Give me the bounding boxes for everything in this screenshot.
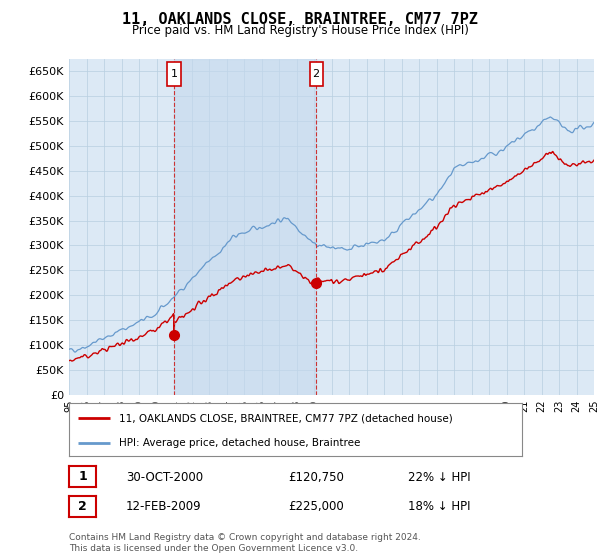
Bar bbox=[167, 62, 181, 86]
Text: 2: 2 bbox=[313, 69, 320, 79]
Bar bbox=[310, 62, 323, 86]
Text: 1: 1 bbox=[170, 69, 178, 79]
Text: Price paid vs. HM Land Registry's House Price Index (HPI): Price paid vs. HM Land Registry's House … bbox=[131, 24, 469, 38]
Text: 22% ↓ HPI: 22% ↓ HPI bbox=[408, 470, 470, 484]
Text: £225,000: £225,000 bbox=[288, 500, 344, 514]
Text: 12-FEB-2009: 12-FEB-2009 bbox=[126, 500, 202, 514]
Text: 30-OCT-2000: 30-OCT-2000 bbox=[126, 470, 203, 484]
Text: £120,750: £120,750 bbox=[288, 470, 344, 484]
Text: 18% ↓ HPI: 18% ↓ HPI bbox=[408, 500, 470, 514]
Text: 11, OAKLANDS CLOSE, BRAINTREE, CM77 7PZ: 11, OAKLANDS CLOSE, BRAINTREE, CM77 7PZ bbox=[122, 12, 478, 27]
Text: Contains HM Land Registry data © Crown copyright and database right 2024.
This d: Contains HM Land Registry data © Crown c… bbox=[69, 533, 421, 553]
Bar bbox=[174, 59, 316, 395]
Text: 2: 2 bbox=[78, 500, 87, 513]
Text: 1: 1 bbox=[78, 470, 87, 483]
Text: 11, OAKLANDS CLOSE, BRAINTREE, CM77 7PZ (detached house): 11, OAKLANDS CLOSE, BRAINTREE, CM77 7PZ … bbox=[119, 413, 452, 423]
Text: HPI: Average price, detached house, Braintree: HPI: Average price, detached house, Brai… bbox=[119, 438, 360, 448]
